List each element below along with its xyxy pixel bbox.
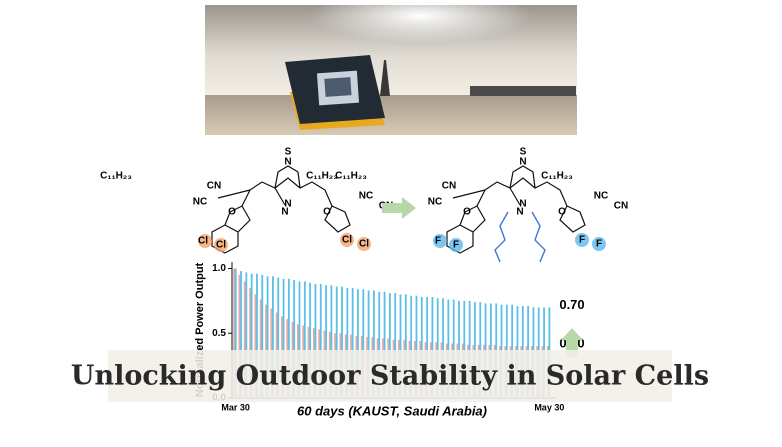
y-tick-label: 0.5 — [212, 328, 226, 339]
bar — [415, 295, 418, 398]
bar — [346, 287, 349, 398]
atom-label: O — [558, 207, 566, 218]
atom-label: Cl — [198, 236, 208, 247]
bar — [436, 298, 439, 398]
bar — [426, 296, 428, 398]
atom-label: NC — [193, 197, 207, 208]
atom-label: N — [519, 199, 526, 210]
atom-label: C₁₁H₂₃ — [335, 171, 367, 182]
bar — [261, 274, 264, 398]
atom-label: F — [579, 235, 585, 246]
bar — [399, 294, 402, 398]
bar — [250, 273, 253, 398]
atom-label: S — [285, 147, 292, 158]
bar — [245, 272, 248, 398]
bar — [277, 277, 280, 398]
bar — [314, 284, 317, 398]
bar — [420, 296, 423, 398]
bar — [378, 291, 381, 398]
bar — [373, 290, 375, 398]
atom-label: Cl — [216, 240, 226, 251]
bar — [442, 298, 444, 398]
molecule: C₁₁H₂₃C₁₁H₂₃SNNNCNNCOClClNCCNOClCl — [100, 147, 393, 254]
bar — [259, 299, 262, 398]
bar — [357, 289, 359, 398]
atom-label: NC — [594, 191, 608, 202]
bar — [335, 286, 338, 398]
atom-label: NC — [428, 197, 442, 208]
x-tick-label: May 30 — [534, 402, 564, 412]
bar — [367, 290, 370, 398]
bar — [238, 274, 241, 398]
atom-label: N — [519, 157, 526, 168]
bar — [303, 281, 306, 398]
atom-label: Cl — [359, 239, 369, 250]
bar — [351, 287, 354, 398]
atom-label: O — [228, 207, 236, 218]
bar — [362, 289, 365, 398]
bar — [254, 294, 257, 398]
banner-background — [108, 350, 672, 402]
atom-label: CN — [614, 201, 628, 212]
atom-label: NC — [359, 191, 373, 202]
atom-label: O — [323, 207, 331, 218]
bar — [452, 299, 455, 398]
outdoor-photo — [205, 5, 577, 135]
bar — [282, 278, 285, 398]
bar — [249, 287, 251, 398]
atom-label: F — [596, 239, 602, 250]
atom-label: Cl — [342, 235, 352, 246]
atom-label: N — [281, 207, 288, 218]
banner-title: Unlocking Outdoor Stability in Solar Cel… — [71, 361, 709, 392]
bar — [234, 268, 237, 398]
bar — [468, 300, 471, 398]
bar — [298, 281, 301, 398]
bar — [383, 291, 386, 398]
atom-label: CN — [207, 181, 221, 192]
bar — [330, 285, 333, 398]
atom-label: S — [520, 147, 527, 158]
bar — [272, 276, 274, 398]
bar — [233, 268, 235, 398]
bar — [256, 273, 258, 398]
x-tick-label: Mar 30 — [221, 402, 250, 412]
bar — [287, 278, 290, 398]
bar — [293, 280, 296, 398]
atom-label: C₁₁H₂₃ — [541, 171, 573, 182]
bar — [309, 282, 312, 398]
atom-label: O — [463, 207, 471, 218]
bar — [240, 271, 242, 398]
bar — [458, 300, 460, 398]
bar — [463, 300, 466, 398]
improvement-arrow — [561, 328, 583, 357]
bar — [266, 276, 269, 398]
bar — [404, 294, 407, 398]
atom-label: F — [435, 236, 441, 247]
bar — [447, 299, 450, 398]
x-axis-label: 60 days (KAUST, Saudi Arabia) — [297, 403, 487, 418]
bar — [388, 293, 391, 398]
bar — [410, 295, 413, 398]
banner: Unlocking Outdoor Stability in Solar Cel… — [71, 350, 709, 402]
atom-label: F — [453, 240, 459, 251]
bar — [243, 281, 246, 398]
reaction-arrow — [382, 197, 416, 219]
atom-label: N — [284, 157, 291, 168]
bar — [431, 296, 434, 398]
end-value-label: 0.70 — [559, 297, 584, 312]
atom-label: N — [284, 199, 291, 210]
atom-label: N — [516, 207, 523, 218]
bar — [394, 293, 397, 398]
y-tick-label: 1.0 — [212, 263, 226, 274]
bar — [341, 286, 343, 398]
bar — [325, 285, 327, 398]
atom-label: C₁₁H₂₃ — [100, 171, 132, 182]
bar — [319, 284, 322, 398]
atom-label: CN — [442, 181, 456, 192]
atom-label: C₁₁H₂₃ — [306, 171, 338, 182]
